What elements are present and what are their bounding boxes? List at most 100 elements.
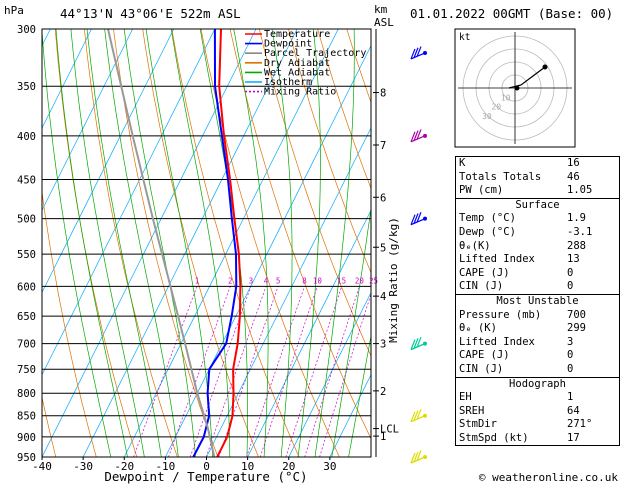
hodograph-ring-label: 20 — [491, 103, 501, 112]
table-row-value: 1.9 — [567, 212, 586, 225]
wind-barb-flag — [416, 409, 422, 420]
table-row: CIN (J) 0 — [456, 363, 619, 377]
km-tick-label: 8 — [380, 88, 386, 100]
hodograph-ring-label: 30 — [482, 112, 492, 121]
dry-adiabat-line — [258, 29, 371, 357]
table-row-value: 700 — [567, 308, 586, 321]
pressure-tick-labels: 300 350 400 450 500 550 600 650 700 750 800 850 900 9… — [17, 24, 36, 464]
mixing-ratio-label: 2 — [228, 276, 233, 285]
indices-rows: K 16 Totals Totals 46 PW (cm) 1.05 — [456, 157, 619, 198]
table-row-label: Totals Totals — [459, 170, 542, 183]
mixing-ratio-label: 3 — [249, 276, 254, 285]
table-row-label: CIN (J) — [459, 280, 504, 293]
mixing-ratio-label: 8 — [302, 276, 307, 285]
table-row-value: 46 — [567, 170, 580, 183]
table-row-label: Lifted Index — [459, 335, 535, 348]
table-row: PW (cm) 1.05 — [456, 184, 619, 198]
wet-adiabat-line — [55, 29, 128, 457]
dewpoint-trace — [192, 29, 238, 457]
table-row-label: K — [459, 157, 466, 169]
wind-barb-flag — [416, 212, 422, 223]
legend-label: Wet Adiabat — [264, 67, 330, 78]
table-row-label: CAPE (J) — [459, 349, 510, 362]
table-row-label: Temp (°C) — [459, 212, 516, 225]
wind-barb-flag — [410, 339, 416, 350]
table-row: CAPE (J) 0 — [456, 349, 619, 363]
dry-adiabat-line — [229, 29, 371, 440]
wind-barb-flag — [410, 411, 416, 422]
km-tick-label: 3 — [380, 339, 386, 351]
isotherm-line — [0, 29, 9, 457]
dry-adiabat-line — [42, 395, 57, 457]
dry-adiabat-line — [42, 189, 97, 457]
table-row-value: 288 — [567, 239, 586, 252]
isotherm-line — [288, 291, 371, 457]
km-tick-label: 7 — [380, 140, 386, 152]
dry-adiabat-line — [317, 29, 371, 190]
wind-barb-flag — [413, 213, 419, 224]
wet-adiabat-line — [86, 29, 162, 457]
location-title: 44°13'N 43°06'E 522m ASL — [60, 6, 241, 21]
wind-barb-staff — [410, 218, 426, 226]
pressure-tick-label: 500 — [17, 214, 36, 226]
table-row-value: 0 — [567, 280, 574, 293]
wind-barb-flag — [413, 338, 419, 349]
table-row: Totals Totals 46 — [456, 171, 619, 185]
wind-barb-dot — [423, 216, 427, 221]
table-row: StmDir 271° — [456, 418, 619, 432]
table-row: Lifted Index 13 — [456, 253, 619, 267]
isotherm-line — [42, 29, 133, 212]
hodograph-ring-label: 10 — [501, 93, 511, 102]
table-row: θₑ (K) 299 — [456, 322, 619, 336]
temperature-tick-label: -40 — [32, 460, 52, 473]
legend-label: Parcel Trajectory — [264, 48, 366, 59]
indices-table: K 16 Totals Totals 46 PW (cm) 1.05 Surface Te… — [455, 156, 620, 447]
wet-adiabat-line — [170, 29, 231, 457]
wind-barb-flag — [416, 46, 422, 57]
table-row-label: CIN (J) — [459, 362, 504, 375]
km-tick-label: 6 — [380, 192, 386, 204]
table-row: θₑ(K) 288 — [456, 240, 619, 254]
wet-adiabat-line — [331, 206, 371, 457]
mixing-ratio-label: 20 — [355, 276, 365, 285]
table-row-value: 299 — [567, 322, 586, 335]
mixing-ratio-label: 1 — [195, 276, 200, 285]
km-tick-label: 4 — [380, 291, 386, 303]
asl-axis-label: ASL — [374, 16, 394, 29]
table-row-label: StmDir — [459, 418, 497, 431]
mixing-ratio-axis-title: Mixing Ratio (g/kg) — [387, 217, 400, 343]
table-row-label: SREH — [459, 404, 485, 417]
wind-barb-dot — [423, 133, 427, 138]
table-row: EH 1 — [456, 391, 619, 405]
footer-credit: © weatheronline.co.uk — [479, 471, 618, 484]
isotherm-line — [165, 44, 371, 457]
datetime-title: 01.01.2022 00GMT (Base: 00) — [410, 6, 613, 21]
most-unstable-header: Most Unstable — [456, 293, 619, 309]
wet-adiabat-line — [70, 29, 145, 457]
legend-label: Temperature — [264, 29, 330, 40]
pressure-tick-label: 750 — [17, 364, 36, 376]
wind-barb-flag — [410, 452, 416, 464]
legend-label: Dry Adiabat — [264, 58, 330, 69]
wet-adiabat-line — [297, 29, 321, 457]
surface-header: Surface — [456, 197, 619, 213]
km-tick-label: LCL — [380, 424, 399, 436]
wet-adiabat-line — [42, 29, 112, 457]
km-tick-label: 5 — [380, 242, 386, 254]
temperature-tick-label: 20 — [282, 460, 295, 473]
table-row-label: CAPE (J) — [459, 266, 510, 279]
hodograph-unit-label: kt — [459, 32, 470, 43]
wind-barb-flag — [413, 47, 419, 58]
temperature-trace — [216, 29, 242, 457]
mixing-ratio-label: 5 — [276, 276, 281, 285]
wet-adiabat-line — [348, 334, 371, 457]
pressure-tick-label: 850 — [17, 411, 36, 423]
wind-barb-staff — [410, 135, 426, 143]
pressure-tick-label: 600 — [17, 281, 36, 293]
dry-adiabat-line — [142, 29, 259, 457]
legend-label: Mixing Ratio — [264, 87, 336, 98]
table-row: Temp (°C) 1.9 — [456, 212, 619, 226]
dry-adiabat-line — [200, 29, 340, 457]
